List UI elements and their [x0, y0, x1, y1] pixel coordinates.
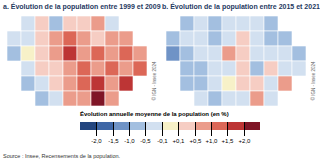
svg-text:+0,1: +0,1 — [173, 138, 186, 144]
html-text:a. Évolution de la population: a. Évolution de la population entre 1999… — [3, 3, 161, 10]
svg-text:+1,5: +1,5 — [222, 138, 235, 144]
svg-text:© IGN - Insee 2024: © IGN - Insee 2024 — [151, 61, 157, 100]
svg-text:-2,0: -2,0 — [91, 138, 102, 144]
svg-text:© IGN - Insee 2024: © IGN - Insee 2024 — [310, 61, 316, 100]
html-text:Source : Insee, Recensements d: Source : Insee, Recensements de la popul… — [3, 153, 121, 159]
svg-text:+2,0: +2,0 — [239, 138, 252, 144]
svg-text:Évolution annuelle moyenne de: Évolution annuelle moyenne de la populat… — [80, 110, 229, 117]
svg-text:+0,5: +0,5 — [190, 138, 203, 144]
svg-text:-0,5: -0,5 — [140, 138, 151, 144]
svg-text:-1,0: -1,0 — [124, 138, 135, 144]
html-text:b. Évolution de la population: b. Évolution de la population entre 2015… — [162, 3, 320, 10]
svg-text:+1,0: +1,0 — [206, 138, 219, 144]
svg-text:-1,5: -1,5 — [108, 138, 119, 144]
svg-text:-0,1: -0,1 — [157, 138, 168, 144]
